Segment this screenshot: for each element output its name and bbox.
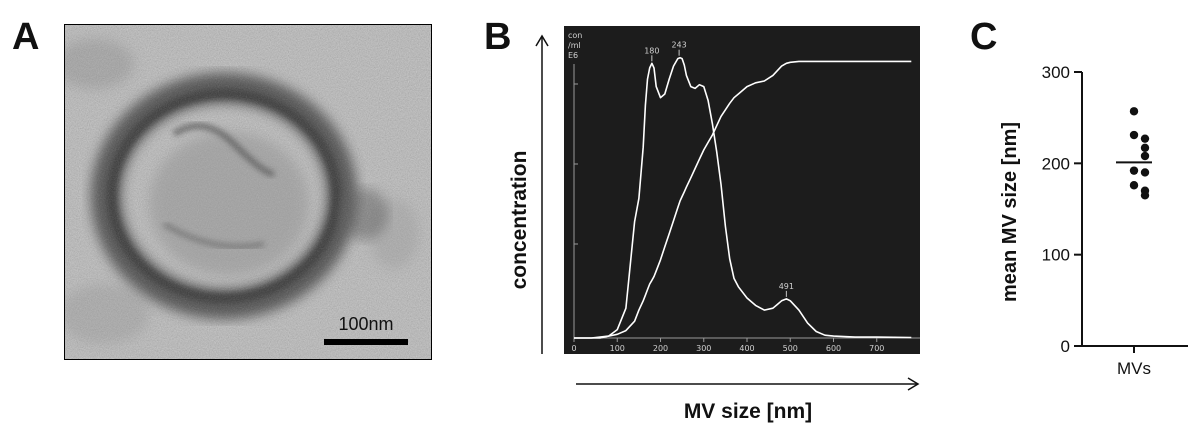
scatter-y-tick-label: 100 xyxy=(1042,246,1070,265)
scatter-point xyxy=(1140,143,1150,153)
scatter-point xyxy=(1129,130,1139,140)
scatter-y-tick-label: 300 xyxy=(1042,63,1070,82)
nta-x-tick-label: 700 xyxy=(869,344,884,353)
nta-peak-label: 491 xyxy=(779,282,794,291)
nta-x-tick-label: 500 xyxy=(783,344,798,353)
panel-c-letter: C xyxy=(970,16,998,58)
tem-micrograph: 100nm xyxy=(64,24,432,360)
nta-series-line-2 xyxy=(574,60,912,339)
nta-series xyxy=(574,56,912,339)
scatter-point xyxy=(1140,191,1150,200)
nta-chart: con /ml E6 0 100 200 300 400 500 600 700 180 243… xyxy=(508,26,920,423)
scatter-point xyxy=(1140,134,1150,143)
scatter-point xyxy=(1129,166,1139,175)
scatter-point xyxy=(1129,107,1139,116)
scatter-category-label: MVs xyxy=(1117,359,1151,378)
panel-b-letter: B xyxy=(484,16,512,58)
scatter-y-tick-label: 0 xyxy=(1061,337,1070,356)
scatter-y-axis-label: mean MV size [nm] xyxy=(999,122,1021,302)
nta-x-axis-label: MV size [nm] xyxy=(684,400,812,423)
nta-plot-background xyxy=(564,26,920,354)
nta-x-tick-label: 400 xyxy=(739,344,754,353)
nta-x-tick-label: 300 xyxy=(696,344,711,353)
mv-size-scatter: mean MV size [nm] 0 100 200 300 MVs xyxy=(999,63,1188,378)
nta-x-tick-label: 600 xyxy=(826,344,841,353)
scatter-y-ticks: 0 100 200 300 xyxy=(1042,63,1135,356)
corner-label-line-3: E6 xyxy=(568,51,578,60)
nta-x-tick-label: 100 xyxy=(610,344,625,353)
scatter-y-tick-label: 200 xyxy=(1042,154,1070,173)
scale-bar-label: 100nm xyxy=(338,314,393,334)
nta-x-tick-label: 0 xyxy=(571,344,576,353)
nta-x-tick-label: 200 xyxy=(653,344,668,353)
nta-peak-labels: 180 243 491 xyxy=(644,41,794,297)
nta-peak-label: 243 xyxy=(671,41,686,50)
nta-series-line-1 xyxy=(574,56,912,339)
nta-peak-label: 180 xyxy=(644,46,659,55)
nta-y-axis-label: concentration xyxy=(508,151,531,290)
nta-y-ticks xyxy=(574,83,578,245)
scatter-point xyxy=(1140,151,1150,161)
corner-label-line-1: con xyxy=(568,31,582,40)
panel-a-letter: A xyxy=(12,16,40,58)
scatter-point xyxy=(1129,181,1139,190)
corner-label-line-2: /ml xyxy=(568,41,581,50)
nta-x-ticks: 0 100 200 300 400 500 600 700 xyxy=(571,338,884,353)
scatter-point xyxy=(1140,168,1150,177)
scatter-points xyxy=(1116,107,1152,200)
